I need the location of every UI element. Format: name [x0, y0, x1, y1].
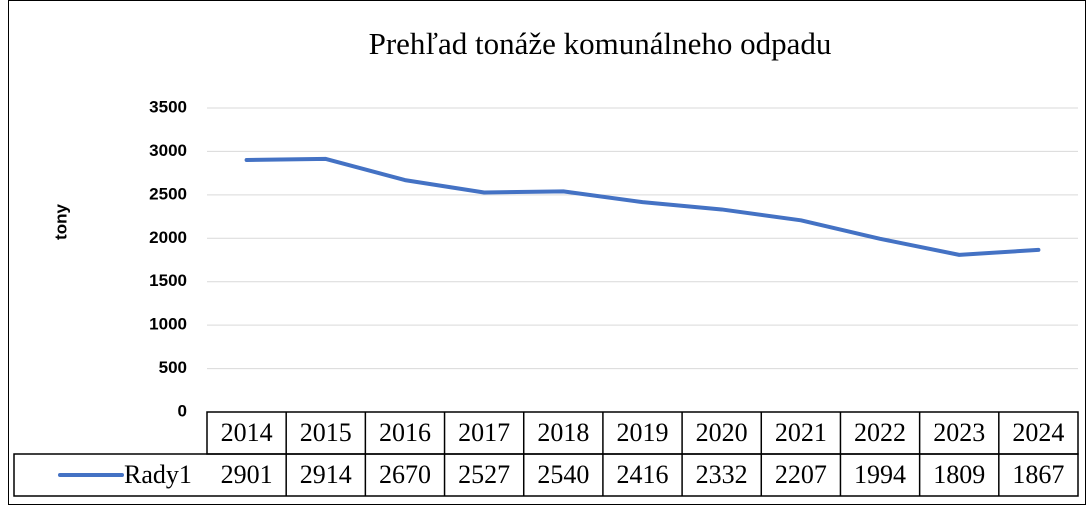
- table-category: 2014: [221, 418, 273, 447]
- y-tick-label: 500: [159, 358, 187, 377]
- table-value: 2914: [300, 460, 352, 489]
- table-value: 2670: [379, 460, 431, 489]
- table-category: 2022: [854, 418, 906, 447]
- y-tick-label: 1000: [149, 315, 187, 334]
- table-value: 2332: [696, 460, 748, 489]
- table-category: 2016: [379, 418, 431, 447]
- table-category: 2020: [696, 418, 748, 447]
- table-row-border: [13, 453, 1079, 497]
- table-value: 1994: [854, 460, 906, 489]
- y-tick-label: 0: [178, 401, 187, 420]
- table-category: 2021: [775, 418, 827, 447]
- table-value: 2416: [617, 460, 669, 489]
- table-category: 2018: [537, 418, 589, 447]
- data-line: [244, 156, 1041, 257]
- legend-label: Rady1: [124, 460, 192, 489]
- table-value: 2207: [775, 460, 827, 489]
- table-category: 2015: [300, 418, 352, 447]
- chart-frame: [8, 0, 1086, 505]
- chart-title: Prehľad tonáže komunálneho odpadu: [369, 26, 832, 61]
- table-value: 1867: [1012, 460, 1064, 489]
- y-tick-label: 2000: [149, 228, 187, 247]
- y-tick-label: 3500: [149, 97, 187, 116]
- y-tick-label: 1500: [149, 271, 187, 290]
- table-category: 2023: [933, 418, 985, 447]
- table-value: 2540: [537, 460, 589, 489]
- table-value: 2901: [221, 460, 273, 489]
- y-axis-label: tony: [51, 204, 70, 240]
- table-value: 2527: [458, 460, 510, 489]
- table-category: 2019: [617, 418, 669, 447]
- table-value: 1809: [933, 460, 985, 489]
- y-tick-label: 2500: [149, 184, 187, 203]
- table-category: 2017: [458, 418, 510, 447]
- y-tick-label: 3000: [149, 141, 187, 160]
- table-category: 2024: [1012, 418, 1064, 447]
